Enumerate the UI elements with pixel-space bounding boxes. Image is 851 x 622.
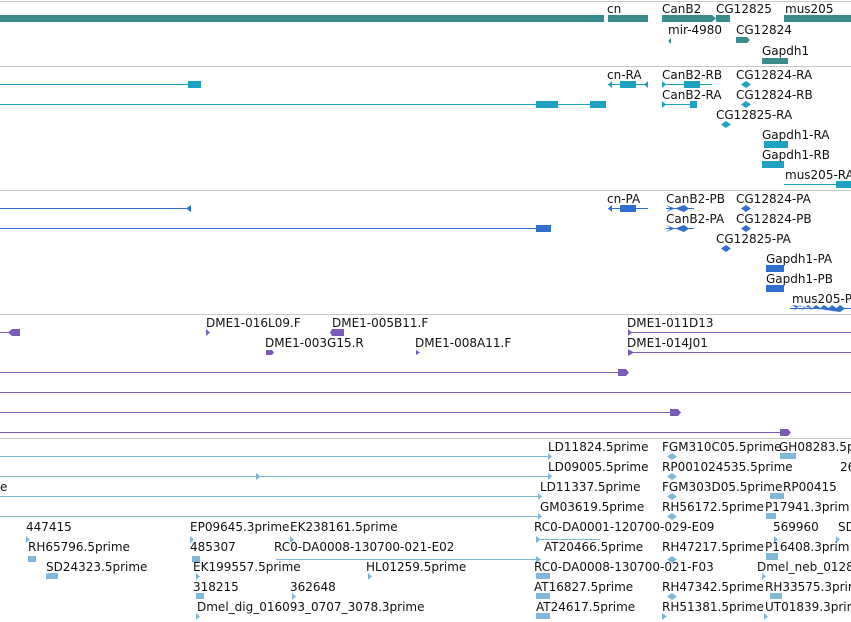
est-label[interactable]: 447415	[26, 520, 72, 534]
est-label[interactable]: Dmel_dig_016093_0707_3078.3prime	[197, 600, 425, 614]
est-features[interactable]	[0, 453, 840, 620]
transcript-label[interactable]: Gapdh1-PB	[766, 272, 833, 286]
gene-features[interactable]	[0, 15, 851, 64]
clone-label[interactable]: DME1-003G15.R	[265, 336, 364, 350]
est-label[interactable]: RP00415	[783, 480, 837, 494]
est-label[interactable]: 26	[840, 460, 851, 474]
gene-label[interactable]: cn	[607, 2, 622, 16]
transcript-label[interactable]: CanB2-PA	[666, 212, 725, 226]
est-label[interactable]: RH47217.5prime	[662, 540, 764, 554]
gene-label[interactable]: CG12825	[716, 2, 772, 16]
est-label[interactable]: SD	[838, 520, 851, 534]
est-label[interactable]: EP09645.3prime	[190, 520, 290, 534]
transcript-label[interactable]: CG12824-PB	[736, 212, 812, 226]
gene-label[interactable]: CG12824	[736, 23, 792, 37]
gene-label[interactable]: Gapdh1	[762, 44, 810, 58]
transcript-label[interactable]: mus205-P	[792, 292, 851, 306]
est-label[interactable]: P16408.3prim	[765, 540, 850, 554]
gene-label[interactable]: CanB2	[662, 2, 702, 16]
gene-label[interactable]: mir-4980	[668, 23, 723, 37]
est-label[interactable]: 485307	[190, 540, 236, 554]
clone-features[interactable]	[0, 329, 851, 436]
transcript-label[interactable]: Gapdh1-PA	[766, 252, 833, 266]
est-label[interactable]: GH08283.5p	[779, 440, 851, 454]
est-label[interactable]: RC0-DA0008-130700-021-F03	[534, 560, 714, 574]
est-label[interactable]: LD11824.5prime	[548, 440, 649, 454]
transcript-label[interactable]: CG12824-RB	[736, 88, 813, 102]
est-label[interactable]: RH65796.5prime	[28, 540, 130, 554]
est-label[interactable]: EK199557.5prime	[193, 560, 301, 574]
est-label[interactable]: HL01259.5prime	[366, 560, 467, 574]
est-label[interactable]: RP001024535.5prime	[662, 460, 793, 474]
est-label[interactable]: LD11337.5prime	[540, 480, 641, 494]
est-label[interactable]: RC0-DA0008-130700-021-E02	[274, 540, 455, 554]
est-label[interactable]: e	[0, 480, 8, 494]
gene-label[interactable]: mus205	[785, 2, 834, 16]
est-label[interactable]: AT16827.5prime	[534, 580, 634, 594]
track-separators	[0, 1, 851, 439]
transcript-label[interactable]: CG12825-RA	[716, 108, 793, 122]
clone-label[interactable]: DME1-005B11.F	[332, 316, 429, 330]
est-label[interactable]: RH47342.5prime	[662, 580, 764, 594]
clone-label[interactable]: DME1-011D13	[627, 316, 714, 330]
est-label[interactable]: P17941.3prim	[765, 500, 850, 514]
est-label[interactable]: AT20466.5prime	[544, 540, 644, 554]
transcript-label[interactable]: Gapdh1-RA	[762, 128, 830, 142]
est-label[interactable]: RH51381.5prime	[662, 600, 764, 614]
est-label[interactable]: RC0-DA0001-120700-029-E09	[534, 520, 715, 534]
est-label[interactable]: RH56172.5prime	[662, 500, 764, 514]
clone-label[interactable]: DME1-008A11.F	[415, 336, 512, 350]
transcript-label[interactable]: CanB2-PB	[666, 192, 726, 206]
est-label[interactable]: FGM303D05.5prime	[662, 480, 783, 494]
est-label[interactable]: RH33575.3prim	[765, 580, 851, 594]
est-label[interactable]: EK238161.5prime	[290, 520, 398, 534]
est-label[interactable]: 362648	[290, 580, 336, 594]
est-label[interactable]: FGM310C05.5prime	[662, 440, 782, 454]
est-label[interactable]: LD09005.5prime	[548, 460, 649, 474]
clone-label[interactable]: DME1-016L09.F	[206, 316, 301, 330]
ncbi-transcript-features[interactable]	[0, 81, 851, 188]
transcript-label[interactable]: CG12824-RA	[736, 68, 813, 82]
est-label[interactable]: 318215	[193, 580, 239, 594]
transcript-label[interactable]: cn-RA	[607, 68, 642, 82]
est-label[interactable]: Dmel_neb_012861_0	[757, 560, 851, 574]
transcript-label[interactable]: CG12824-PA	[736, 192, 811, 206]
est-label[interactable]: GM03619.5prime	[540, 500, 645, 514]
transcript-label[interactable]: CanB2-RA	[662, 88, 722, 102]
transcript-label[interactable]: Gapdh1-RB	[762, 148, 831, 162]
est-label[interactable]: 569960	[773, 520, 819, 534]
flybase-transcript-features[interactable]	[0, 205, 851, 312]
transcript-label[interactable]: CanB2-RB	[662, 68, 723, 82]
transcript-label[interactable]: mus205-RA	[785, 168, 851, 182]
est-label[interactable]: UT01839.3prim	[765, 600, 851, 614]
transcript-label[interactable]: cn-PA	[607, 192, 641, 206]
transcript-label[interactable]: CG12825-PA	[716, 232, 791, 246]
est-label[interactable]: SD24323.5prime	[46, 560, 148, 574]
clone-label[interactable]: DME1-014J01	[627, 336, 708, 350]
est-label[interactable]: AT24617.5prime	[536, 600, 636, 614]
